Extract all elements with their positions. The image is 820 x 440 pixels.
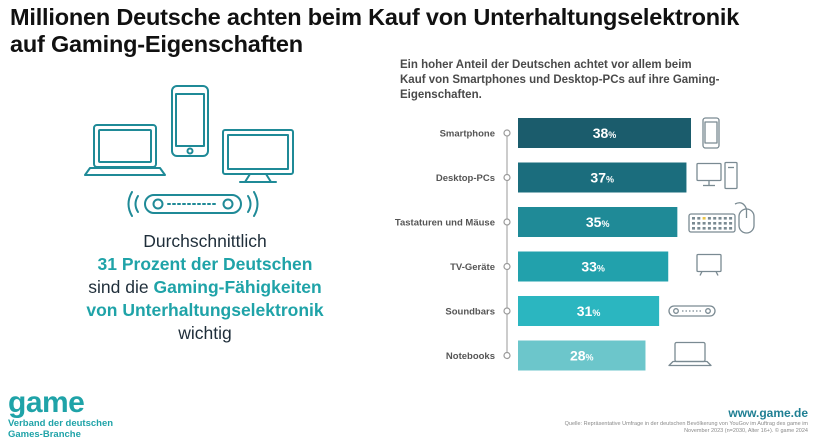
logo-wordmark: game — [8, 386, 85, 419]
source-note: Quelle: Repräsentative Umfrage in der de… — [564, 421, 808, 434]
category-label: Desktop-PCs — [436, 173, 495, 184]
category-label: Smartphone — [440, 129, 495, 140]
title-line-1: Millionen Deutsche achten beim Kauf von … — [10, 4, 740, 30]
bar — [518, 251, 669, 282]
summary-line-2: 31 Prozent der Deutschen — [97, 254, 313, 274]
summary-line-3: sind die Gaming-Fähigkeiten — [40, 276, 370, 299]
summary-line-4: von Unterhaltungselektronik — [86, 300, 324, 320]
summary-line-3-highlight: Gaming-Fähigkeiten — [153, 277, 322, 297]
summary-line-1: Durchschnittlich — [143, 231, 267, 251]
category-label: Tastaturen und Mäuse — [395, 218, 495, 229]
category-marker — [503, 218, 511, 226]
game-logo: game Verband der deutschen Games-Branche — [8, 388, 113, 440]
bar-value-label: 37% — [590, 170, 614, 186]
category-label: Notebooks — [446, 351, 495, 362]
tv-icon — [696, 253, 722, 276]
smartphone-icon — [702, 117, 720, 149]
bar — [518, 118, 691, 148]
soundbar-icon — [668, 305, 716, 317]
bar — [518, 162, 687, 193]
logo-subtitle-2: Games-Branche — [8, 429, 81, 440]
summary-line-3-pre: sind die — [88, 277, 154, 297]
category-marker — [503, 129, 511, 137]
bar — [518, 296, 660, 326]
website-link[interactable]: www.game.de — [728, 406, 808, 420]
laptop-icon — [84, 124, 166, 176]
devices-illustration — [84, 85, 294, 217]
smartphone-icon — [171, 85, 209, 157]
bar-value-label: 35% — [586, 214, 610, 230]
bar-value-label: 38% — [593, 125, 617, 141]
category-label: Soundbars — [445, 307, 495, 318]
category-marker — [503, 173, 511, 182]
summary-line-5: wichtig — [178, 323, 232, 343]
category-marker — [503, 307, 511, 315]
title-line-2: auf Gaming-Eigenschaften — [10, 31, 303, 57]
chart-intro: Ein hoher Anteil der Deutschen achtet vo… — [400, 59, 720, 101]
keyboard-mouse-icon — [688, 202, 755, 234]
category-label: TV-Geräte — [450, 262, 495, 273]
summary-text: Durchschnittlich 31 Prozent der Deutsche… — [40, 230, 370, 345]
category-marker — [503, 351, 511, 360]
chart-title: Millionen Deutsche achten beim Kauf von … — [10, 4, 810, 58]
bar-value-label: 28% — [570, 348, 594, 364]
bar-value-label: 31% — [577, 303, 601, 319]
bar-value-label: 33% — [581, 259, 605, 275]
category-marker — [503, 262, 511, 271]
bar — [518, 340, 646, 371]
soundbar-icon — [127, 191, 259, 217]
bar — [518, 207, 678, 237]
logo-subtitle-1: Verband der deutschen — [8, 418, 114, 429]
desktop-pc-icon — [696, 161, 738, 190]
notebook-icon — [668, 341, 712, 367]
tv-icon — [222, 129, 294, 183]
